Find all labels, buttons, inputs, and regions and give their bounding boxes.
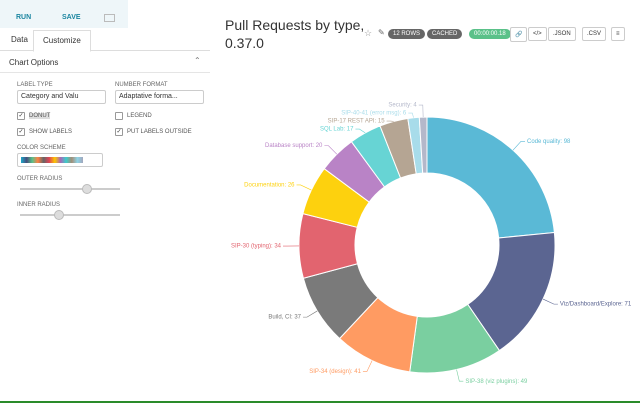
slider[interactable] — [20, 210, 120, 220]
edit-icon[interactable]: ✎ — [378, 28, 385, 37]
leader-line — [355, 128, 366, 134]
csv-button[interactable]: .CSV — [582, 27, 607, 41]
checkbox-label: PUT LABELS OUTSIDE — [127, 129, 192, 135]
checkbox-label: LEGEND — [127, 113, 152, 119]
data-label: SIP-34 (design): 41 — [309, 369, 361, 375]
timer-badge: 00:00:00.18 — [469, 29, 511, 39]
tab[interactable]: Data — [11, 35, 28, 44]
data-label: Code quality: 98 — [527, 139, 571, 145]
data-label: Security: 4 — [388, 103, 417, 109]
rows-badge: 12 ROWS — [388, 29, 426, 39]
menu-button[interactable]: ≡ — [611, 27, 625, 41]
data-label: SIP-40-41 (error msg): 6 — [341, 111, 407, 117]
checkbox-box: ✓ — [17, 112, 25, 120]
section-header[interactable]: Chart Options ⌃ — [0, 52, 210, 73]
data-label: Build, CI: 37 — [268, 315, 301, 321]
data-label: SQL Lab: 17 — [320, 127, 354, 133]
control-label: OUTER RADIUS — [17, 176, 63, 182]
select[interactable]: Adaptative forma... — [115, 90, 204, 104]
checkbox[interactable]: LEGEND — [115, 112, 152, 120]
collapse-icon: ⌃ — [194, 56, 201, 65]
control-label: LABEL TYPE — [17, 82, 53, 88]
control-label: INNER RADIUS — [17, 202, 61, 208]
data-label: Database support: 20 — [265, 143, 323, 149]
select[interactable]: Category and Valu — [17, 90, 106, 104]
slider-knob[interactable] — [82, 184, 92, 194]
leader-line — [418, 104, 424, 118]
color-scheme-select[interactable] — [17, 153, 103, 167]
slice — [426, 116, 555, 239]
color-swatch — [21, 157, 83, 163]
leader-line — [362, 360, 373, 372]
leader-line — [542, 298, 558, 305]
data-label: Documentation: 26 — [244, 183, 295, 189]
checkbox-box — [115, 112, 123, 120]
chart: Code quality: 98 Viz/Dashboard/Explore: 7… — [231, 103, 632, 385]
leader-line — [296, 184, 312, 191]
star-icon[interactable]: ☆ — [364, 28, 373, 38]
leader-line — [408, 112, 414, 118]
keyboard-icon[interactable] — [104, 14, 115, 22]
leader-line — [303, 310, 318, 318]
leader-line — [512, 140, 526, 151]
checkbox[interactable]: ✓ SHOW LABELS — [17, 128, 72, 136]
chart-title: Pull Requests by type, 0.37.0 — [225, 17, 365, 51]
data-label: Viz/Dashboard/Explore: 71 — [560, 302, 632, 308]
leader-line — [456, 369, 464, 382]
leader-line — [324, 145, 338, 155]
cached-badge[interactable]: CACHED — [427, 29, 463, 39]
checkbox-box: ✓ — [17, 128, 25, 136]
checkbox-box: ✓ — [115, 128, 123, 136]
slice — [418, 116, 428, 174]
embed-button[interactable]: </> — [528, 27, 547, 41]
section-title: Chart Options — [9, 58, 59, 67]
data-label: SIP-38 (viz plugins): 49 — [465, 379, 528, 385]
slider[interactable] — [20, 184, 120, 194]
save-button[interactable]: SAVE — [62, 14, 81, 21]
tab[interactable]: Customize — [33, 30, 91, 52]
slider-knob[interactable] — [54, 210, 64, 220]
json-button[interactable]: .JSON — [548, 27, 576, 41]
checkbox-label: SHOW LABELS — [29, 129, 73, 135]
checkbox[interactable]: ✓ PUT LABELS OUTSIDE — [115, 128, 192, 136]
control-label: COLOR SCHEME — [17, 145, 66, 151]
data-label: SIP-17 REST API: 15 — [328, 119, 386, 125]
tabs: Data Customize — [0, 30, 210, 52]
run-button[interactable]: RUN — [16, 14, 32, 21]
data-label: SIP-30 (typing): 34 — [231, 244, 282, 250]
link-button[interactable]: 🔗 — [510, 27, 528, 42]
control-label: NUMBER FORMAT — [115, 82, 168, 88]
checkbox[interactable]: ✓ DONUT — [17, 112, 51, 120]
checkbox-label: DONUT — [29, 113, 51, 119]
